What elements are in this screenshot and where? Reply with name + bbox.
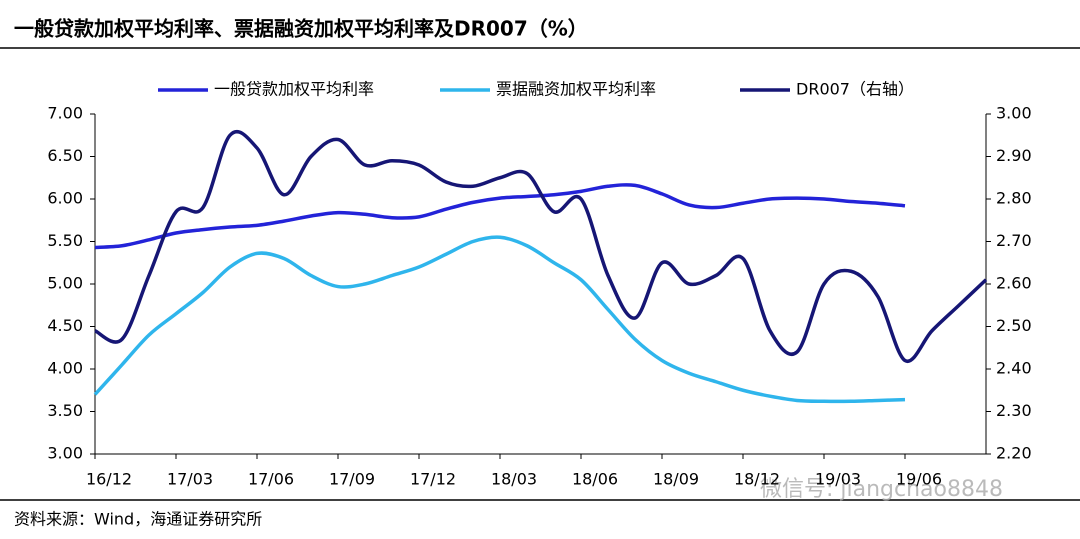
- x-tick-label: 17/12: [410, 470, 456, 489]
- source: 资料来源：Wind，海通证券研究所: [14, 510, 262, 529]
- y2-tick-label: 2.60: [996, 274, 1032, 293]
- series-line: [94, 129, 988, 363]
- x-tick-label: 19/03: [815, 470, 861, 489]
- chart-title: 一般贷款加权平均利率、票据融资加权平均利率及DR007（%）: [14, 17, 588, 41]
- x-tick-label: 17/09: [329, 470, 375, 489]
- x-tick-label: 17/06: [248, 470, 294, 489]
- y2-tick-label: 2.80: [996, 189, 1032, 208]
- y-tick-label: 3.50: [47, 401, 83, 420]
- series-line: [94, 183, 906, 250]
- x-tick-label: 18/12: [734, 470, 780, 489]
- y-tick-label: 4.00: [47, 359, 83, 378]
- y2-tick-label: 2.40: [996, 359, 1032, 378]
- y-tick-label: 6.00: [47, 189, 83, 208]
- x-tick-label: 18/03: [491, 470, 537, 489]
- x-tick-label: 18/06: [572, 470, 618, 489]
- y2-tick-label: 2.30: [996, 401, 1032, 420]
- y-tick-label: 6.50: [47, 146, 83, 165]
- series-line: [93, 235, 906, 404]
- y-tick-label: 7.00: [47, 104, 83, 123]
- watermark: 微信号: jiangchao8848: [760, 477, 1003, 502]
- y2-tick-label: 3.00: [996, 104, 1032, 123]
- x-tick-label: 16/12: [86, 470, 132, 489]
- y2-tick-label: 2.90: [996, 146, 1032, 165]
- legend-label: DR007（右轴）: [796, 80, 914, 99]
- x-tick-label: 19/06: [896, 470, 942, 489]
- y-tick-label: 5.50: [47, 231, 83, 250]
- x-tick-label: 18/09: [653, 470, 699, 489]
- y2-tick-label: 2.50: [996, 316, 1032, 335]
- y2-tick-label: 2.70: [996, 231, 1032, 250]
- legend-label: 票据融资加权平均利率: [496, 80, 656, 99]
- y-tick-label: 3.00: [47, 444, 83, 463]
- legend-label: 一般贷款加权平均利率: [214, 80, 374, 99]
- y2-tick-label: 2.20: [996, 444, 1032, 463]
- x-tick-label: 17/03: [167, 470, 213, 489]
- y-tick-label: 4.50: [47, 316, 83, 335]
- y-tick-label: 5.00: [47, 274, 83, 293]
